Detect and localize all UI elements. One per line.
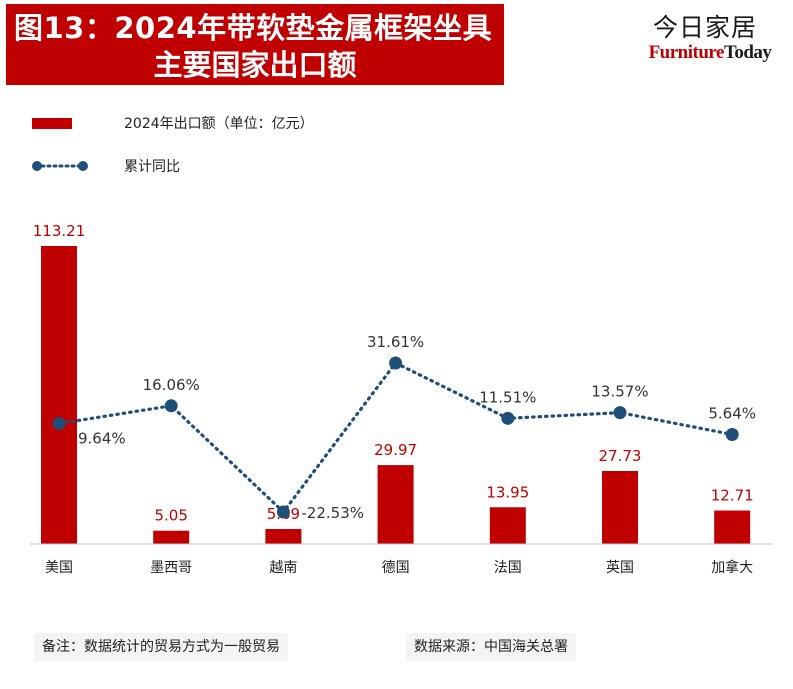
legend-item-bar: 2024年出口额（单位：亿元） (32, 111, 314, 135)
line-value-label-1: 16.06% (143, 376, 200, 394)
bar-4 (489, 507, 526, 544)
bar-value-label-1: 5.05 (154, 507, 187, 525)
line-point-4 (501, 411, 515, 425)
legend-item-line: 累计同比 (32, 154, 180, 178)
line-value-label-4: 11.51% (479, 388, 536, 406)
line-point-3 (389, 356, 403, 370)
line-point-6 (725, 427, 739, 441)
legend-bar-swatch (32, 117, 72, 129)
line-value-label-3: 31.61% (367, 333, 424, 351)
bar-3 (377, 465, 414, 544)
x-tick-label-5: 英国 (606, 559, 634, 576)
x-tick-label-2: 越南 (269, 560, 297, 576)
legend-line-swatch (32, 161, 88, 171)
chart-title-line2: 主要国家出口额 (153, 48, 357, 82)
line-point-5 (613, 406, 627, 420)
line-value-label-0: 9.64% (78, 429, 126, 447)
footnote-left: 备注：数据统计的贸易方式为一般贸易 (34, 633, 288, 661)
line-point-0 (52, 416, 66, 430)
bar-value-label-6: 12.71 (711, 487, 754, 505)
brand-logo-en-part1: Furniture (648, 42, 725, 63)
footnote-right: 数据来源：中国海关总署 (406, 633, 576, 661)
line-value-label-5: 13.57% (591, 383, 648, 401)
line-value-label-6: 5.64% (708, 404, 756, 422)
line-point-2 (276, 505, 290, 519)
x-tick-label-3: 德国 (382, 560, 410, 576)
line-point-1 (164, 399, 178, 413)
bar-6 (714, 510, 751, 544)
brand-logo-en-part2: Today (723, 42, 772, 63)
legend-bar-label: 2024年出口额（单位：亿元） (124, 116, 314, 132)
legend-line-label: 累计同比 (124, 159, 180, 175)
brand-logo-en: FurnitureToday (640, 42, 780, 64)
bar-0 (41, 246, 77, 544)
bar-value-label-5: 27.73 (599, 447, 642, 465)
title-box: 图13：2024年带软垫金属框架坐具 主要国家出口额 (6, 4, 504, 85)
bar-value-label-3: 29.97 (374, 441, 417, 459)
chart-title-line1: 图13：2024年带软垫金属框架坐具 (14, 11, 493, 45)
bar-value-label-4: 13.95 (486, 483, 529, 501)
bar-value-label-0: 113.21 (33, 222, 86, 240)
brand-logo-cn: 今日家居 (652, 13, 757, 42)
x-tick-label-0: 美国 (45, 560, 73, 576)
x-tick-label-1: 墨西哥 (150, 560, 192, 576)
line-value-label-2: -22.53% (301, 504, 364, 522)
x-tick-label-6: 加拿大 (711, 559, 753, 576)
bar-2 (265, 529, 302, 544)
bar-1 (153, 530, 190, 544)
x-tick-label-4: 法国 (494, 560, 522, 576)
bar-5 (602, 471, 638, 544)
